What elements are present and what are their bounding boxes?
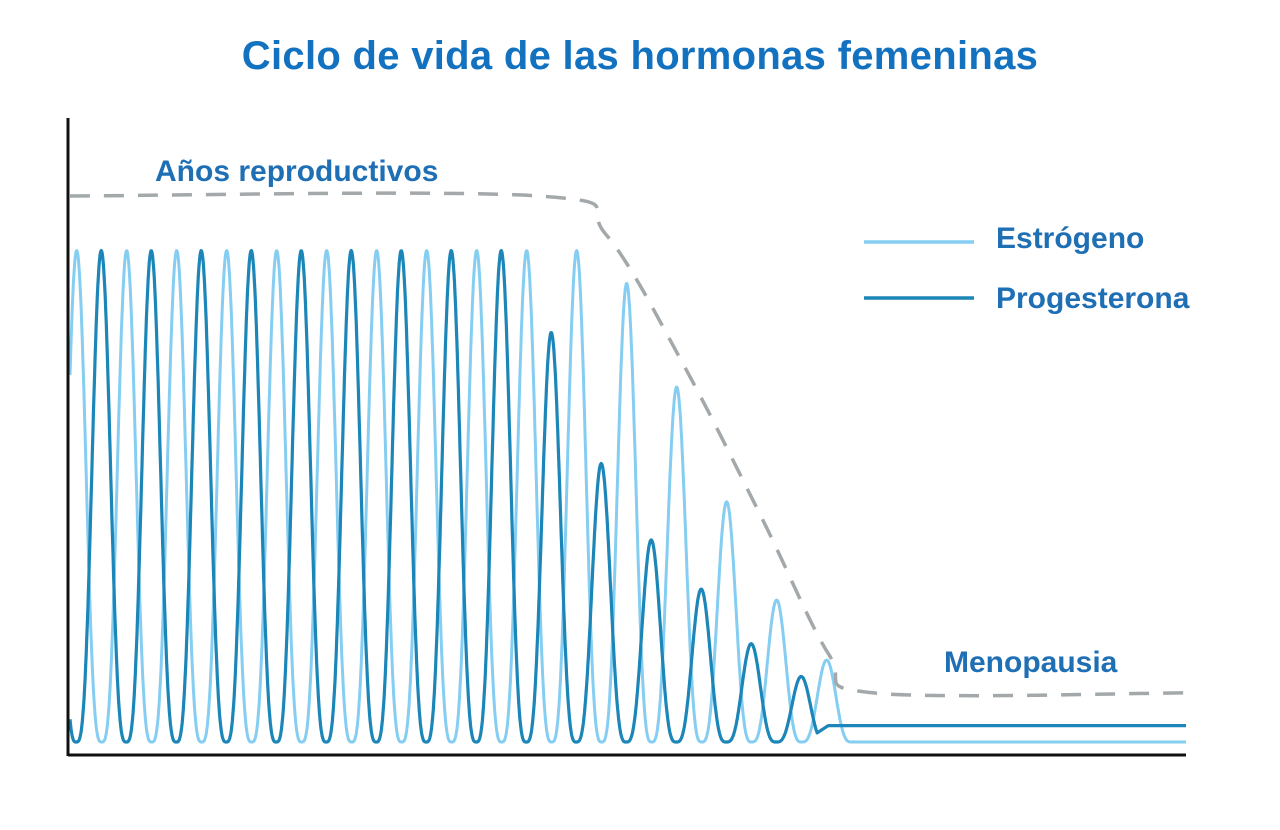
legend-label-estrogen: Estrógeno [996, 222, 1144, 255]
series-layer [68, 249, 1188, 744]
legend: Estrógeno Progesterona [864, 222, 1190, 315]
legend-label-progesterone: Progesterona [996, 282, 1190, 315]
chart-title: Ciclo de vida de las hormonas femeninas [241, 34, 1039, 78]
envelope-layer [69, 191, 1187, 698]
annotation-reproductive-years: Años reproductivos [155, 155, 438, 188]
series-line-estrogen [68, 249, 1187, 744]
annotation-menopause: Menopausia [944, 646, 1118, 679]
envelope-dashed-line [69, 191, 1187, 698]
series-line-progesterone [68, 249, 1188, 744]
